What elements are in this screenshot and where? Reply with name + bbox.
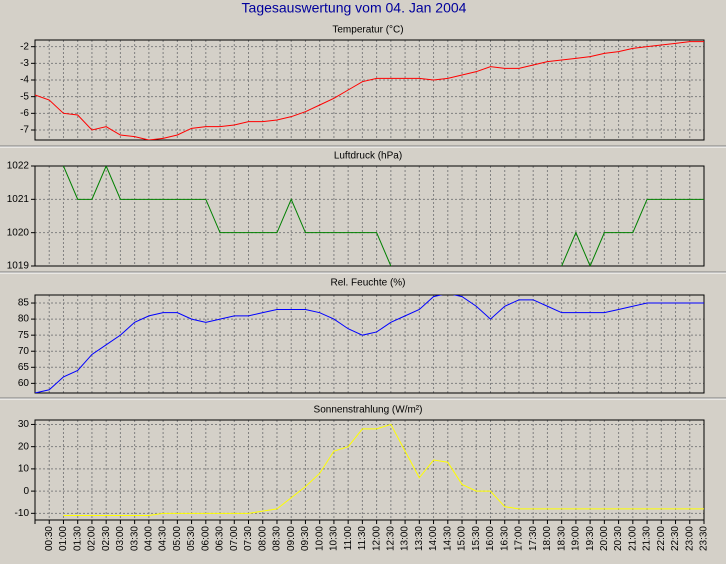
plot-frame: [34, 39, 705, 141]
plot-frame: [34, 294, 705, 394]
x-tick-label: 11:00: [343, 526, 354, 551]
page-title: Tagesauswertung vom 04. Jan 2004: [242, 0, 467, 16]
y-tick-label: 65: [18, 362, 30, 373]
x-tick-label: 21:30: [642, 526, 653, 551]
x-tick-label: 11:30: [357, 526, 368, 551]
x-tick-label: 21:00: [627, 526, 638, 551]
y-tick-label: 10: [18, 464, 30, 475]
chart-title: Temperatur (°C): [332, 25, 403, 36]
x-tick-label: 19:30: [585, 526, 596, 551]
y-tick-label: 1019: [7, 261, 30, 272]
x-tick-label: 09:00: [286, 526, 297, 551]
data-line: [62, 166, 704, 266]
x-tick-label: 13:30: [414, 526, 425, 551]
y-tick-label: 1022: [7, 161, 30, 172]
x-tick-label: 15:00: [457, 526, 468, 551]
y-tick-label: -4: [20, 75, 29, 86]
y-tick-label: 70: [18, 346, 30, 357]
x-tick-label: 00:30: [44, 526, 55, 551]
y-tick-label: 20: [18, 441, 30, 452]
y-tick-label: -10: [15, 508, 30, 519]
x-tick-label: 14:30: [442, 526, 453, 551]
x-tick-label: 08:00: [257, 526, 268, 551]
x-tick-label: 04:30: [158, 526, 169, 551]
plot-frame: [34, 165, 705, 267]
x-tick-label: 20:30: [613, 526, 624, 551]
x-tick-label: 20:00: [599, 526, 610, 551]
y-tick-label: 60: [18, 378, 30, 389]
x-tick-label: 05:30: [186, 526, 197, 551]
y-tick-label: 85: [18, 298, 30, 309]
x-tick-label: 17:00: [514, 526, 525, 551]
data-line: [63, 423, 704, 517]
chart-title: Luftdruck (hPa): [334, 151, 402, 162]
y-tick-label: -7: [20, 125, 29, 136]
chart-title: Rel. Feuchte (%): [330, 278, 405, 289]
x-tick-label: 23:30: [699, 526, 710, 551]
x-tick-label: 02:30: [101, 526, 112, 551]
y-tick-label: 1020: [7, 227, 30, 238]
y-tick-label: -3: [20, 58, 29, 69]
x-tick-label: 12:00: [371, 526, 382, 551]
x-tick-label: 16:00: [485, 526, 496, 551]
plot-frame: [34, 419, 705, 521]
x-tick-label: 07:30: [243, 526, 254, 551]
y-tick-label: -2: [20, 41, 29, 52]
x-tick-label: 18:00: [542, 526, 553, 551]
y-tick-label: 80: [18, 314, 30, 325]
chart-title: Sonnenstrahlung (W/m²): [314, 405, 423, 416]
x-tick-label: 03:30: [129, 526, 140, 551]
x-tick-label: 14:00: [428, 526, 439, 551]
x-tick-label: 15:30: [471, 526, 482, 551]
x-tick-label: 06:30: [215, 526, 226, 551]
x-tick-label: 07:00: [229, 526, 240, 551]
x-tick-label: 16:30: [499, 526, 510, 551]
x-tick-label: 19:00: [571, 526, 582, 551]
x-tick-label: 17:30: [528, 526, 539, 551]
x-tick-label: 12:30: [385, 526, 396, 551]
x-tick-label: 10:00: [314, 526, 325, 551]
x-tick-label: 01:00: [58, 526, 69, 551]
x-tick-label: 05:00: [172, 526, 183, 551]
x-tick-label: 04:00: [144, 526, 155, 551]
x-tick-label: 10:30: [329, 526, 340, 551]
x-tick-label: 23:00: [684, 526, 695, 551]
x-tick-label: 13:00: [400, 526, 411, 551]
x-tick-label: 02:00: [87, 526, 98, 551]
x-tick-label: 03:00: [115, 526, 126, 551]
y-tick-label: 0: [23, 486, 29, 497]
x-tick-label: 08:30: [272, 526, 283, 551]
x-tick-label: 06:00: [200, 526, 211, 551]
y-tick-label: -5: [20, 91, 29, 102]
y-tick-label: 75: [18, 330, 30, 341]
y-tick-label: 30: [18, 419, 30, 430]
x-tick-label: 18:30: [556, 526, 567, 551]
data-line: [35, 41, 704, 140]
x-tick-label: 22:00: [656, 526, 667, 551]
x-tick-label: 22:30: [670, 526, 681, 551]
x-tick-label: 09:30: [300, 526, 311, 551]
x-tick-label: 01:30: [72, 526, 83, 551]
y-tick-label: 1021: [7, 194, 30, 205]
y-tick-label: -6: [20, 108, 29, 119]
data-line: [35, 295, 704, 393]
